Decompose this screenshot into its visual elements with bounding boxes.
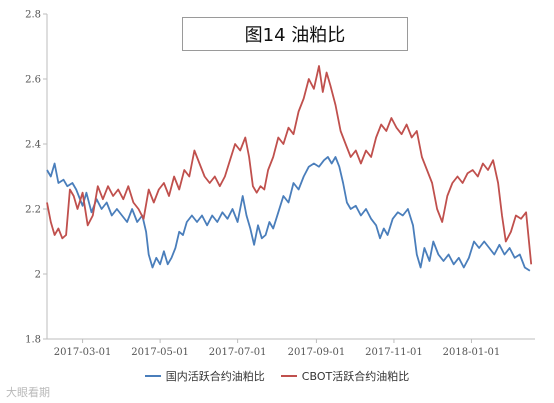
legend-swatch-domestic: [144, 375, 161, 377]
x-tick-label: 2017-07-01: [209, 347, 267, 358]
y-tick-label: 2.6: [25, 75, 41, 86]
x-tick-label: 2017-11-01: [365, 347, 423, 358]
y-tick-label: 2.8: [25, 10, 41, 21]
chart-title: 图14 油粕比: [182, 17, 408, 51]
y-tick-label: 2.4: [25, 140, 41, 151]
x-tick-label: 2018-01-01: [443, 347, 501, 358]
x-tick-label: 2017-09-01: [288, 347, 346, 358]
chart-legend: 国内活跃合约油粕比 CBOT活跃合约油粕比: [0, 368, 554, 384]
legend-label-domestic: 国内活跃合约油粕比: [165, 370, 265, 383]
y-tick-label: 2: [35, 270, 41, 281]
legend-item-cbot: CBOT活跃合约油粕比: [280, 368, 410, 384]
x-tick-label: 2017-03-01: [54, 347, 112, 358]
legend-swatch-cbot: [280, 375, 297, 377]
x-tick-label: 2017-05-01: [131, 347, 189, 358]
y-tick-label: 1.8: [25, 335, 41, 346]
y-tick-label: 2.2: [25, 205, 41, 216]
legend-label-cbot: CBOT活跃合约油粕比: [301, 370, 410, 383]
series-line-domestic: [46, 156, 531, 272]
watermark: 大眼看期: [6, 386, 50, 399]
legend-item-domestic: 国内活跃合约油粕比: [144, 368, 265, 384]
series-line-cbot: [46, 65, 533, 265]
